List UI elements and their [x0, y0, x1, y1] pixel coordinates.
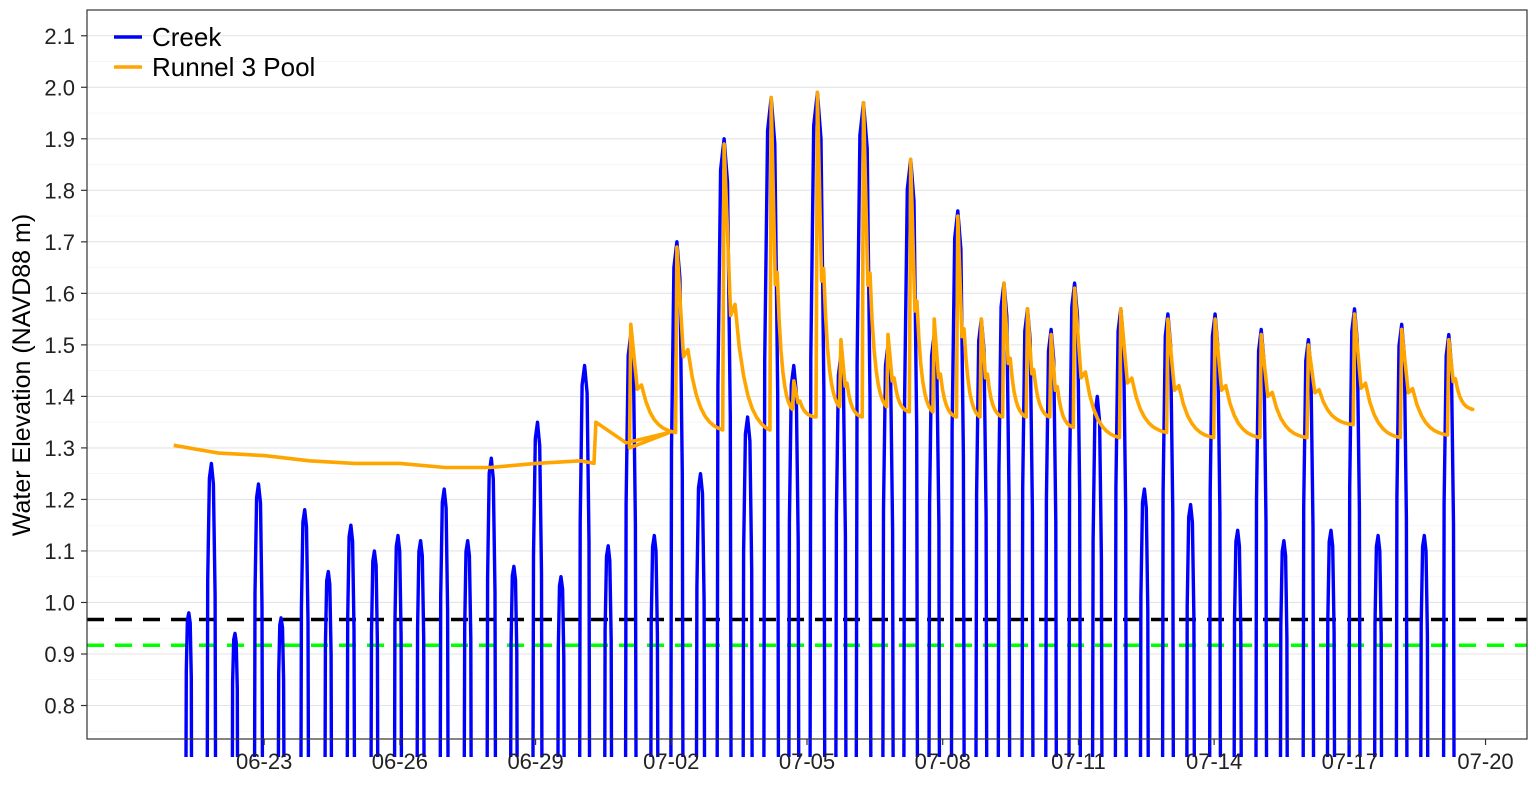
x-tick-label: 07-20 — [1457, 749, 1513, 774]
x-tick-label: 06-29 — [507, 749, 563, 774]
y-tick-label: 2.0 — [44, 75, 75, 100]
y-tick-label: 1.5 — [44, 333, 75, 358]
y-axis-label: Water Elevation (NAVD88 m) — [8, 214, 36, 536]
series-line-runnel-3-pool — [173, 90, 1475, 470]
y-tick-label: 1.0 — [44, 590, 75, 615]
y-tick-label: 1.3 — [44, 436, 75, 461]
y-tick-label: 1.9 — [44, 127, 75, 152]
y-tick-label: 1.2 — [44, 487, 75, 512]
x-tick-label: 06-23 — [236, 749, 292, 774]
y-tick-label: 0.9 — [44, 642, 75, 667]
x-tick-label: 07-17 — [1322, 749, 1378, 774]
x-tick-label: 06-26 — [372, 749, 428, 774]
y-tick-label: 1.8 — [44, 178, 75, 203]
legend: Creek Runnel 3 Pool — [114, 22, 315, 82]
y-tick-label: 2.1 — [44, 24, 75, 49]
x-tick-label: 07-11 — [1051, 749, 1106, 774]
series-lines — [173, 90, 1475, 758]
x-tick-label: 07-02 — [643, 749, 699, 774]
legend-label-creek: Creek — [152, 22, 222, 52]
x-tick-label: 07-14 — [1186, 749, 1242, 774]
x-tick-label: 07-08 — [915, 749, 971, 774]
y-tick-label: 1.6 — [44, 281, 75, 306]
x-tick-label: 07-05 — [779, 749, 835, 774]
legend-label-runnel-3-pool: Runnel 3 Pool — [152, 52, 315, 82]
axes: 0.8 0.9 1.0 1.1 1.2 1.3 1.4 1.5 1.6 1.7 1.8 1.9 2.0 2… — [44, 24, 1513, 774]
y-tick-label: 1.7 — [44, 230, 75, 255]
y-tick-label: 1.4 — [44, 384, 75, 409]
y-tick-label: 1.1 — [44, 539, 75, 564]
y-tick-label: 0.8 — [44, 694, 75, 719]
